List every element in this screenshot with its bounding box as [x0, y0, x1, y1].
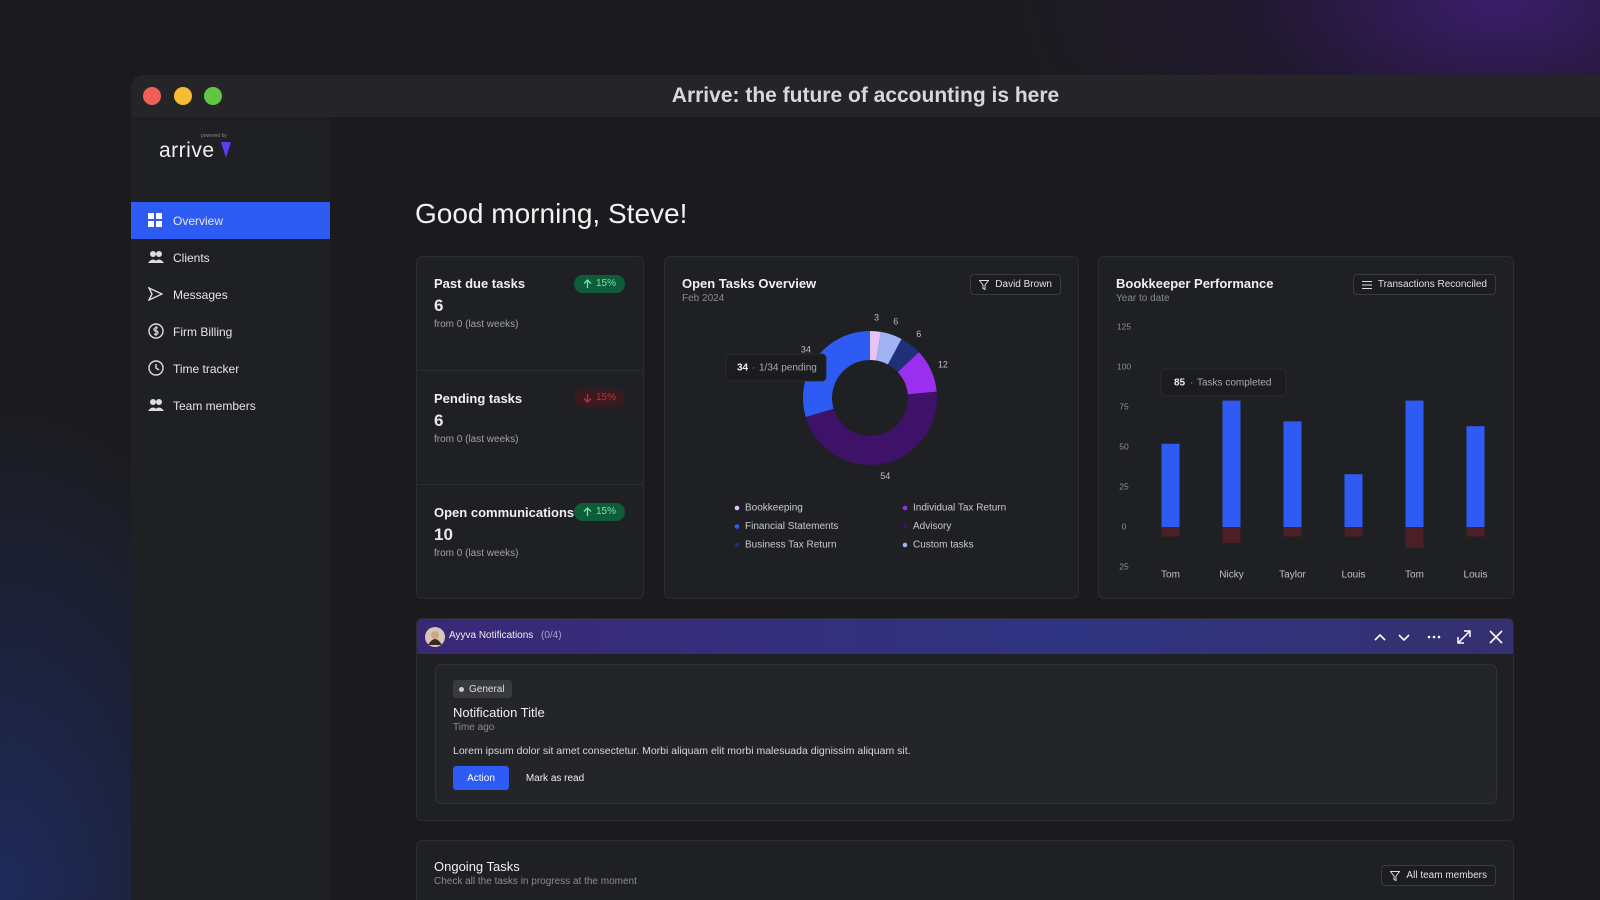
tag-dot: [459, 687, 464, 692]
action-button[interactable]: Action: [453, 766, 509, 790]
notification: General Notification Title Time ago Lore…: [435, 664, 1497, 804]
filter-button[interactable]: David Brown: [970, 274, 1061, 295]
change-badge: 15%: [573, 275, 625, 293]
notifications-count: (0/4): [541, 630, 562, 641]
stat-value: 10: [434, 525, 453, 544]
filter-label: Transactions Reconciled: [1377, 279, 1487, 290]
nav-label: Team members: [173, 398, 256, 413]
filter-label: David Brown: [995, 279, 1052, 290]
nav-item[interactable]: Team members: [131, 387, 330, 424]
donut-card: Open Tasks Overview Feb 2024 David Brown: [664, 256, 1079, 599]
close-button[interactable]: [143, 87, 161, 105]
stat: Open communications 15% 10 from 0 (last …: [417, 485, 643, 599]
stat: Past due tasks 15% 6 from 0 (last weeks): [417, 257, 643, 371]
nav-item[interactable]: Overview: [131, 202, 330, 239]
greeting: Good morning, Steve!: [415, 198, 688, 229]
minimize-button[interactable]: [174, 87, 192, 105]
card-subtitle: Check all the tasks in progress at the m…: [434, 876, 637, 887]
nav-label: Time tracker: [173, 361, 240, 376]
change-text: 15%: [595, 506, 616, 517]
change-text: 15%: [595, 392, 616, 403]
nav-label: Firm Billing: [173, 324, 233, 339]
card-title: Open Tasks Overview: [682, 276, 817, 291]
nav-label: Overview: [173, 213, 224, 228]
notification-title: Notification Title: [453, 705, 545, 720]
mark-read-button[interactable]: Mark as read: [525, 773, 585, 784]
stat-note: from 0 (last weeks): [434, 434, 519, 445]
nav-item[interactable]: Time tracker: [131, 350, 330, 387]
tag-label: General: [469, 684, 505, 695]
logo: arrive: [159, 139, 215, 162]
notification-body: Lorem ipsum dolor sit amet consectetur. …: [453, 745, 911, 757]
stat-title: Pending tasks: [434, 391, 523, 406]
stats-card: Past due tasks 15% 6 from 0 (last weeks)…: [416, 256, 644, 599]
logo-mark: [221, 142, 231, 158]
notification-tag: General: [453, 680, 512, 698]
nav-item[interactable]: Firm Billing: [131, 313, 330, 350]
stat-value: 6: [434, 411, 444, 430]
stat-note: from 0 (last weeks): [434, 548, 519, 559]
card-title: Bookkeeper Performance: [1116, 276, 1274, 291]
logo-note: powered by: [201, 133, 227, 139]
maximize-button[interactable]: [204, 87, 222, 105]
bar-card: Bookkeeper Performance Year to date Tran…: [1098, 256, 1514, 599]
stat-note: from 0 (last weeks): [434, 319, 519, 330]
stat: Pending tasks 15% 6 from 0 (last weeks): [417, 371, 643, 485]
sidebar: powered by arrive Overview Clients Messa…: [131, 117, 330, 900]
window-title: Arrive: the future of accounting is here: [671, 84, 1060, 107]
stat-title: Open communications: [434, 505, 575, 520]
title-bar: Arrive: the future of accounting is here: [131, 75, 1600, 117]
notifications-title: Ayyva Notifications: [449, 630, 534, 641]
change-text: 15%: [595, 278, 616, 289]
nav-label: Clients: [173, 250, 210, 265]
filter-label: All team members: [1406, 870, 1487, 881]
notifications-header: Ayyva Notifications (0/4): [417, 619, 1513, 654]
card-subtitle: Year to date: [1116, 293, 1170, 304]
nav-label: Messages: [173, 287, 228, 302]
notification-time: Time ago: [453, 722, 495, 733]
change-badge: 15%: [573, 389, 625, 407]
notifications-panel: Ayyva Notifications (0/4) General Notifi…: [416, 618, 1514, 821]
ongoing-card: Ongoing Tasks Check all the tasks in pro…: [416, 840, 1514, 900]
filter-button[interactable]: All team members: [1381, 865, 1496, 886]
change-badge: 15%: [573, 503, 625, 521]
stat-title: Past due tasks: [434, 276, 526, 291]
nav-item[interactable]: Messages: [131, 276, 330, 313]
avatar: [425, 627, 445, 647]
nav-item[interactable]: Clients: [131, 239, 330, 276]
card-title: Ongoing Tasks: [434, 859, 520, 874]
filter-button[interactable]: Transactions Reconciled: [1352, 274, 1496, 295]
card-subtitle: Feb 2024: [682, 293, 725, 304]
stat-value: 6: [434, 296, 444, 315]
panel-controls[interactable]: [1372, 629, 1508, 645]
